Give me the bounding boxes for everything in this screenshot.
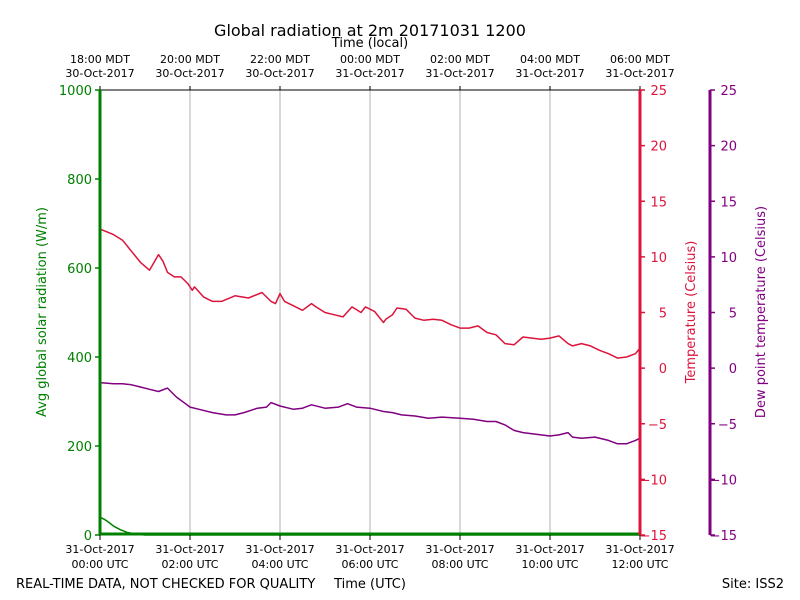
dewpoint-axis-tick-label-5: 10 [720,251,737,266]
temperature-axis-tick-label-4: 5 [659,307,667,322]
left-axis-tick-label-3: 600 [67,262,92,277]
bottom-tick-time-0: 00:00 UTC [71,558,128,571]
top-tick-time-6: 06:00 MDT [610,53,670,66]
grid-lines [189,90,551,535]
dewpoint-axis-tick-label-6: 15 [720,195,737,210]
left-axis-tick-label-2: 400 [67,351,92,366]
bottom-tick-date-1: 31-Oct-2017 [155,543,224,556]
dewpoint-axis-label: Dew point temperature (Celsius) [754,206,769,418]
top-tick-date-3: 31-Oct-2017 [335,67,404,80]
bottom-tick-time-3: 06:00 UTC [341,558,398,571]
top-tick-time-4: 02:00 MDT [430,53,490,66]
bottom-tick-date-4: 31-Oct-2017 [425,543,494,556]
bottom-tick-time-5: 10:00 UTC [521,558,578,571]
temperature-axis-tick-label-7: 20 [650,140,667,155]
top-tick-date-0: 30-Oct-2017 [65,67,134,80]
temperature-series-line [99,228,641,359]
bottom-tick-time-6: 12:00 UTC [611,558,668,571]
bottom-axis-label: Time (UTC) [333,577,406,592]
top-tick-time-0: 18:00 MDT [70,53,130,66]
left-axis-tick-label-4: 800 [67,173,92,188]
top-tick-time-5: 04:00 MDT [520,53,580,66]
bottom-tick-date-5: 31-Oct-2017 [515,543,584,556]
dewpoint-axis-tick-label-0: −15 [710,529,737,544]
bottom-tick-date-3: 31-Oct-2017 [335,543,404,556]
left-axis-tick-label-5: 1000 [59,84,92,99]
dewpoint-axis-tick-label-7: 20 [720,140,737,155]
temperature-axis-tick-label-1: −10 [640,473,667,488]
left-axis-tick-label-0: 0 [84,529,92,544]
temperature-axis-ticks: −15 −10 −5 0 5 10 15 20 25 [640,84,667,544]
top-tick-time-3: 00:00 MDT [340,53,400,66]
top-axis-label: Time (local) [331,36,408,51]
dewpoint-axis-ticks: −15 −10 −5 0 5 10 15 20 25 [710,84,737,544]
temperature-axis-tick-label-8: 25 [650,84,667,99]
top-tick-date-6: 31-Oct-2017 [605,67,674,80]
top-tick-date-4: 31-Oct-2017 [425,67,494,80]
temperature-axis-tick-label-5: 10 [650,251,667,266]
top-tick-date-5: 31-Oct-2017 [515,67,584,80]
dewpoint-axis-tick-label-8: 25 [720,84,737,99]
top-tick-time-2: 22:00 MDT [250,53,310,66]
dewpoint-axis-tick-label-3: 0 [729,362,737,377]
temperature-axis-tick-label-2: −5 [648,418,667,433]
site-label: Site: ISS2 [722,577,784,592]
temperature-axis-tick-label-6: 15 [650,195,667,210]
top-tick-date-1: 30-Oct-2017 [155,67,224,80]
bottom-axis-ticks: 31-Oct-2017 00:00 UTC 31-Oct-2017 02:00 UTC… [65,535,675,571]
quality-disclaimer: REAL-TIME DATA, NOT CHECKED FOR QUALITY [16,577,315,592]
temperature-axis-tick-label-0: −15 [640,529,667,544]
dewpoint-series-line [99,381,641,445]
bottom-tick-time-2: 04:00 UTC [251,558,308,571]
dewpoint-axis-tick-label-1: −10 [710,473,737,488]
left-axis-ticks: 0 200 400 600 800 1000 [59,84,100,544]
dewpoint-axis-tick-label-2: −5 [718,418,737,433]
temperature-axis-tick-label-3: 0 [659,362,667,377]
left-axis-label: Avg global solar radiation (W/m) [35,207,50,417]
top-tick-date-2: 30-Oct-2017 [245,67,314,80]
bottom-tick-date-0: 31-Oct-2017 [65,543,134,556]
dewpoint-axis-tick-label-4: 5 [729,307,737,322]
bottom-tick-time-4: 08:00 UTC [431,558,488,571]
temperature-axis-label: Temperature (Celsius) [684,241,699,385]
bottom-tick-time-1: 02:00 UTC [161,558,218,571]
bottom-tick-date-6: 31-Oct-2017 [605,543,674,556]
bottom-tick-date-2: 31-Oct-2017 [245,543,314,556]
chart-title: Global radiation at 2m 20171031 1200 [214,21,526,40]
top-tick-time-1: 20:00 MDT [160,53,220,66]
left-axis-tick-label-1: 200 [67,440,92,455]
